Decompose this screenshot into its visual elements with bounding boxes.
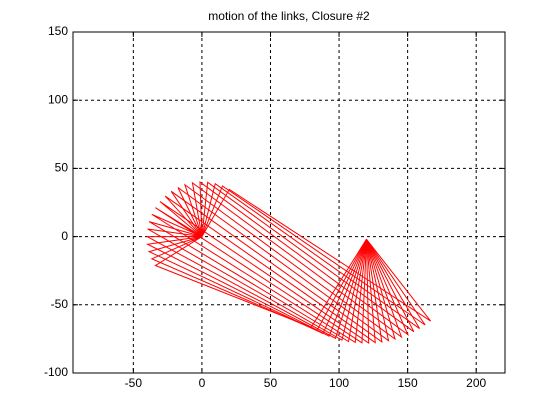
linkage-position — [199, 181, 409, 337]
linkage-position — [201, 181, 415, 333]
linkage-position — [170, 190, 383, 343]
x-tick-label: -50 — [125, 376, 143, 390]
x-tick-label: 100 — [329, 376, 349, 390]
x-tick-label: 150 — [398, 376, 418, 390]
linkage-position — [151, 213, 367, 344]
y-tick-label: -50 — [51, 297, 69, 311]
y-tick-label: 0 — [61, 229, 68, 243]
linkage-position — [155, 207, 367, 344]
linkage-position — [177, 187, 390, 342]
linkage-position — [145, 236, 367, 337]
linkage-position — [147, 228, 367, 341]
linkage-position — [147, 236, 367, 335]
y-tick-label: 50 — [55, 161, 69, 175]
x-tick-label: 50 — [264, 376, 278, 390]
chart-title: motion of the links, Closure #2 — [208, 9, 370, 23]
y-tick-label: -100 — [44, 365, 68, 379]
x-tick-label: 0 — [199, 376, 206, 390]
linkage-position — [164, 195, 376, 344]
linkage-position — [159, 201, 370, 344]
linkage-position — [154, 236, 367, 328]
linkage-position — [201, 188, 432, 322]
plot-frame — [72, 31, 506, 374]
x-tick-label: 200 — [466, 376, 486, 390]
linkage-position — [148, 221, 367, 343]
linkage-position — [150, 236, 367, 332]
y-tick-label: 150 — [48, 24, 68, 38]
linkage-position — [183, 183, 396, 341]
y-tick-label: 100 — [48, 92, 68, 106]
linkage-position — [201, 185, 426, 326]
linkage-position — [146, 236, 367, 340]
